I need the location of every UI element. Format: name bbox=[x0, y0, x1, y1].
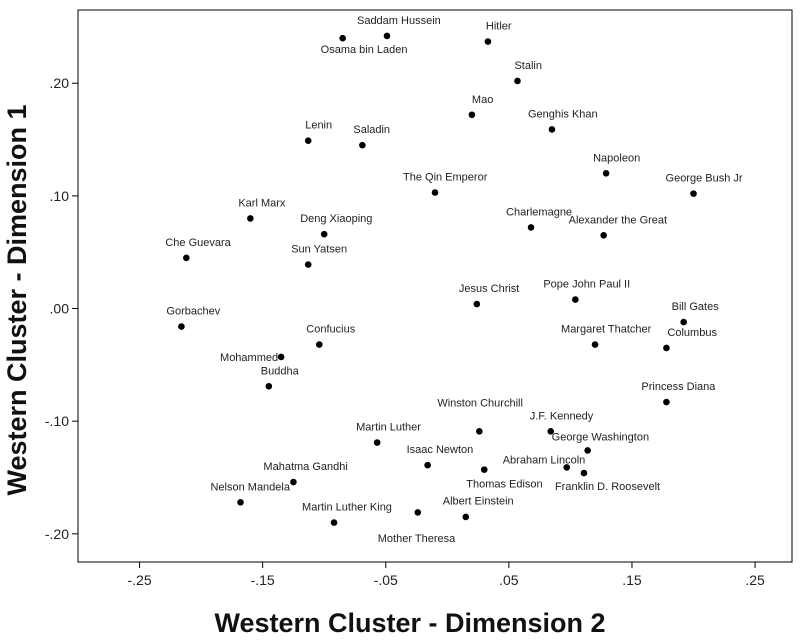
data-point-label: Martin Luther King bbox=[302, 502, 392, 514]
data-point bbox=[373, 439, 381, 446]
data-point-label: George Washington bbox=[552, 431, 649, 443]
y-tick-label: .10 bbox=[50, 188, 70, 204]
data-point-label: Gorbachev bbox=[166, 306, 220, 318]
data-point-label: Charlemagne bbox=[506, 206, 572, 218]
data-point-label: Martin Luther bbox=[356, 422, 421, 434]
data-point-label: Sun Yatsen bbox=[291, 244, 347, 256]
data-point bbox=[290, 478, 297, 486]
data-point-label: Mother Theresa bbox=[378, 533, 456, 545]
data-point bbox=[339, 34, 346, 42]
data-point bbox=[548, 126, 556, 133]
x-tick-label: .25 bbox=[745, 572, 765, 588]
data-point bbox=[414, 509, 422, 516]
x-axis-title: Western Cluster - Dimension 2 bbox=[214, 608, 605, 638]
data-point bbox=[514, 77, 521, 85]
data-point-label: Genghis Khan bbox=[528, 108, 598, 120]
y-axis-title: Western Cluster - Dimension 1 bbox=[2, 104, 32, 495]
data-point bbox=[424, 461, 431, 469]
data-point bbox=[237, 498, 244, 506]
x-tick-label: -.05 bbox=[374, 572, 398, 588]
data-point bbox=[330, 519, 338, 526]
data-point bbox=[580, 469, 588, 477]
data-point-label: George Bush Jr bbox=[666, 173, 743, 185]
data-point bbox=[304, 261, 312, 268]
data-point-label: J.F. Kennedy bbox=[530, 410, 594, 422]
data-point-label: Alexander the Great bbox=[569, 214, 667, 226]
data-point bbox=[462, 513, 470, 521]
data-point bbox=[602, 170, 610, 177]
data-point bbox=[359, 141, 366, 149]
data-point-label: Stalin bbox=[514, 60, 542, 72]
data-point bbox=[572, 296, 579, 303]
data-point bbox=[178, 323, 185, 330]
data-point-label: Isaac Newton bbox=[407, 444, 474, 456]
data-point bbox=[265, 382, 273, 390]
x-tick-label: .15 bbox=[622, 572, 642, 588]
data-point-label: Winston Churchill bbox=[437, 397, 523, 409]
data-point-label: Napoleon bbox=[593, 152, 640, 164]
data-point-label: Osama bin Laden bbox=[321, 44, 408, 56]
data-point-label: Confucius bbox=[306, 324, 355, 336]
data-point-label: Princess Diana bbox=[641, 381, 716, 393]
data-point-label: Mao bbox=[472, 94, 493, 106]
data-point bbox=[277, 353, 285, 361]
data-point-label: Columbus bbox=[667, 327, 717, 339]
data-point-label: Nelson Mandela bbox=[210, 481, 290, 493]
data-point-label: Abraham Lincoln bbox=[503, 454, 586, 466]
data-point bbox=[600, 232, 607, 239]
x-tick-label: .05 bbox=[499, 572, 519, 588]
data-point bbox=[690, 190, 697, 197]
data-point-label: Albert Einstein bbox=[443, 495, 514, 507]
x-tick-label: -.25 bbox=[127, 572, 151, 588]
data-point-label: Karl Marx bbox=[238, 197, 286, 209]
data-point bbox=[663, 398, 670, 406]
data-point-label: Franklin D. Roosevelt bbox=[555, 481, 660, 493]
data-point bbox=[484, 38, 492, 45]
data-point-label: Hitler bbox=[486, 21, 512, 33]
data-point bbox=[527, 224, 535, 231]
plot-area-frame bbox=[77, 9, 793, 563]
data-point bbox=[183, 254, 190, 262]
data-point bbox=[468, 111, 476, 119]
data-point bbox=[591, 341, 599, 348]
y-tick-label: .00 bbox=[50, 301, 70, 317]
x-tick-label: -.15 bbox=[251, 572, 275, 588]
data-point-label: Deng Xiaoping bbox=[300, 213, 372, 225]
data-point-label: Lenin bbox=[305, 120, 332, 132]
data-point-label: Che Guevara bbox=[165, 237, 231, 249]
y-tick-label: .20 bbox=[50, 75, 70, 91]
data-point bbox=[680, 318, 687, 326]
data-point-label: Pope John Paul II bbox=[543, 279, 630, 291]
data-point bbox=[476, 428, 483, 435]
data-point-label: Mohammed bbox=[220, 352, 278, 364]
data-point bbox=[584, 447, 591, 454]
data-point-label: Mahatma Gandhi bbox=[263, 461, 347, 473]
data-point bbox=[663, 344, 670, 352]
data-point-label: Buddha bbox=[261, 365, 300, 377]
data-point bbox=[383, 32, 391, 40]
data-point-label: Thomas Edison bbox=[466, 479, 542, 491]
data-point bbox=[315, 341, 323, 348]
data-point bbox=[563, 464, 571, 471]
data-point bbox=[320, 230, 328, 238]
data-point bbox=[473, 300, 481, 308]
data-point-label: Jesus Christ bbox=[459, 283, 520, 295]
data-point bbox=[431, 189, 439, 196]
data-point-label: Saladin bbox=[353, 124, 390, 136]
data-point bbox=[547, 428, 555, 435]
y-tick-label: -.10 bbox=[45, 413, 69, 429]
data-point-label: Saddam Hussein bbox=[357, 15, 441, 27]
data-point-label: Margaret Thatcher bbox=[561, 324, 652, 336]
data-point bbox=[480, 466, 488, 473]
chart-marks: -.25 -.15 -.05 .05 .15 .25 .20 .10 .00 -.10 -.20 Sa… bbox=[45, 15, 765, 588]
data-point-label: The Qin Emperor bbox=[403, 171, 488, 183]
data-point bbox=[304, 137, 312, 144]
y-tick-label: -.20 bbox=[45, 526, 69, 542]
data-point-label: Bill Gates bbox=[672, 301, 720, 313]
data-point bbox=[247, 215, 254, 222]
